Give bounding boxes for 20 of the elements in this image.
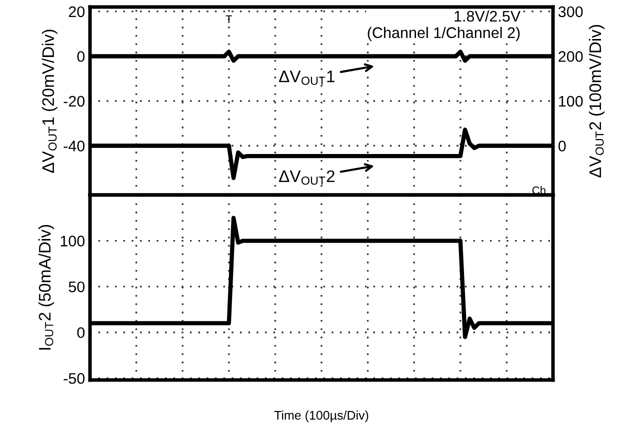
y-tick-label: 0	[77, 51, 85, 62]
y2-tick-label: 0	[558, 140, 566, 152]
annotation: 1.8V/2.5V (Channel 1/Channel 2)	[368, 10, 521, 42]
y-tick-label: -50	[64, 373, 85, 384]
legend-label: ΔV$_{OUT}$1	[279, 70, 334, 85]
y2-axis-title: ΔV$_{OUT}$2 (100mV/Div)	[588, 25, 604, 178]
y2-tick-label: 100	[559, 96, 583, 107]
y-tick-label: 20	[68, 6, 85, 18]
annotation: T	[226, 15, 232, 24]
y-axis-title: I$_{OUT}$2 (50mA/Div)	[38, 225, 54, 350]
y-tick-label: 100	[60, 236, 85, 246]
y-tick-label: -40	[64, 140, 85, 152]
y-tick-label: -20	[64, 96, 85, 107]
y-tick-label: 0	[77, 327, 85, 338]
y2-tick-label: 200	[558, 51, 583, 62]
legend-label: ΔV$_{OUT}$2	[279, 170, 334, 185]
y2-tick-label: 300	[558, 6, 583, 18]
y-tick-label: 50	[68, 281, 85, 292]
x-axis-title: Time (100µs/Div)	[274, 410, 368, 422]
y-axis-title: ΔV$_{OUT}$1 (20mV/Div)	[42, 30, 58, 173]
